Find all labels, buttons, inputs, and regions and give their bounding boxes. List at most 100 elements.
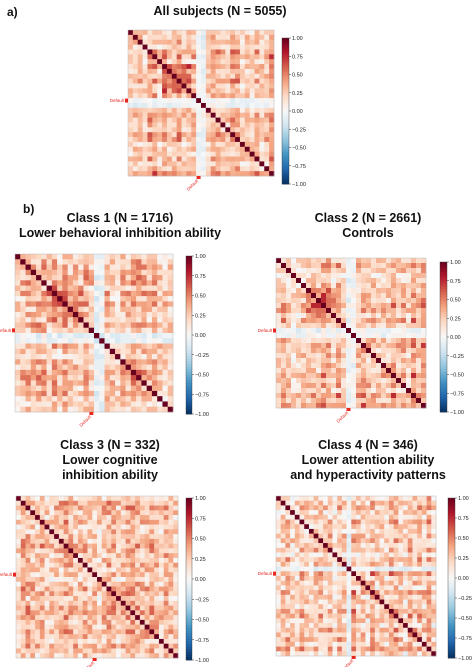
heatmap-cell (87, 586, 93, 592)
heatmap-cell (205, 93, 212, 99)
heatmap-cell (142, 49, 148, 55)
heatmap-cell (416, 298, 422, 304)
heatmap-cell (162, 348, 169, 355)
heatmap-cell (173, 538, 179, 544)
heatmap-cell (366, 283, 372, 289)
heatmap-cell (141, 401, 147, 408)
heatmap-cell (167, 322, 174, 329)
heatmap-cell (411, 363, 417, 369)
heatmap-cell (168, 615, 174, 621)
heatmap-cell (403, 557, 409, 563)
heatmap-cell (20, 505, 26, 511)
heatmap-cell (20, 519, 26, 525)
heatmap-cell (173, 524, 179, 530)
heatmap-cell (215, 117, 221, 123)
heatmap-cell (331, 288, 337, 294)
heatmap-cell (313, 576, 319, 582)
heatmap-cell (259, 141, 265, 148)
heatmap-cell (249, 88, 255, 94)
colorbar-segment (186, 595, 192, 599)
heatmap-cell (321, 328, 327, 334)
heatmap-cell (306, 338, 312, 344)
heatmap-cell (106, 543, 112, 549)
heatmap-cell (417, 571, 423, 577)
heatmap-cell (327, 599, 333, 605)
heatmap-cell (306, 278, 312, 284)
heatmap-cell (186, 112, 192, 118)
heatmap-cell (158, 519, 164, 525)
heatmap-cell (351, 318, 357, 324)
heatmap-cell (341, 378, 347, 384)
heatmap-cell (254, 146, 260, 152)
heatmap-cell (130, 634, 136, 640)
heatmap-cell (225, 39, 231, 45)
heatmap-cell (97, 519, 103, 525)
colorbar-segment (186, 256, 192, 260)
heatmap-cell (82, 605, 88, 611)
heatmap-cell (426, 561, 432, 567)
heatmap-cell (125, 610, 131, 616)
heatmap-cell (35, 548, 41, 554)
heatmap-cell (360, 576, 366, 582)
heatmap-cell (49, 624, 55, 630)
heatmap-cell (176, 93, 182, 99)
title-class2-line1: Class 2 (N = 2661) (314, 211, 422, 225)
heatmap-cell (379, 547, 385, 553)
heatmap-cell (391, 388, 397, 394)
heatmap-cell (97, 648, 103, 654)
heatmap-cell (356, 263, 362, 269)
heatmap-cell (249, 64, 255, 70)
heatmap-cell (416, 263, 422, 269)
heatmap-cell (421, 338, 427, 344)
heatmap-cell (259, 54, 265, 60)
heatmap-cell (290, 496, 296, 502)
heatmap-cell (384, 543, 390, 549)
heatmap-cell (120, 643, 126, 649)
heatmap-cell (361, 293, 367, 299)
heatmap-cell (308, 505, 314, 511)
heatmap-cell (249, 171, 255, 177)
heatmap-cell (144, 543, 150, 549)
heatmap-cell (94, 401, 100, 408)
heatmap-cell (51, 275, 58, 281)
colorbar-segment (186, 560, 192, 564)
heatmap-cell (316, 308, 322, 314)
heatmap-cell (313, 528, 319, 534)
heatmap-cell (68, 534, 74, 540)
heatmap-cell (323, 585, 329, 591)
heatmap-cell (280, 599, 286, 605)
colorbar-segment (186, 366, 192, 370)
heatmap-cell (83, 259, 90, 265)
colorbar-segment (282, 179, 289, 182)
heatmap-cell (149, 543, 155, 549)
heatmap-cell (94, 269, 100, 276)
heatmap-cell (411, 333, 417, 339)
heatmap-cell (403, 590, 409, 596)
heatmap-cell (151, 296, 158, 302)
heatmap-cell (210, 88, 216, 94)
heatmap-cell (406, 343, 412, 349)
heatmap-cell (120, 306, 126, 313)
heatmap-cell (285, 580, 291, 586)
heatmap-cell (109, 333, 116, 339)
heatmap-cell (299, 505, 305, 511)
heatmap-cell (57, 385, 63, 392)
heatmap-cell (57, 333, 63, 339)
heatmap-cell (35, 634, 41, 640)
heatmap-cell (379, 538, 385, 544)
heatmap-cell (25, 638, 31, 644)
heatmap-cell (115, 390, 121, 397)
heatmap-cell (94, 348, 100, 355)
heatmap-cell (401, 378, 407, 384)
heatmap-cell (286, 333, 292, 339)
heatmap-cell (269, 44, 275, 50)
heatmap-cell (332, 561, 338, 567)
heatmap-cell (384, 561, 390, 567)
heatmap-cell (407, 500, 413, 506)
heatmap-cell (109, 359, 116, 365)
colorbar-tick-label: −0.25 (450, 354, 464, 360)
heatmap-cell (332, 580, 338, 586)
heatmap-cell (374, 533, 380, 539)
heatmap-cell (111, 505, 117, 511)
heatmap-cell (301, 353, 307, 359)
